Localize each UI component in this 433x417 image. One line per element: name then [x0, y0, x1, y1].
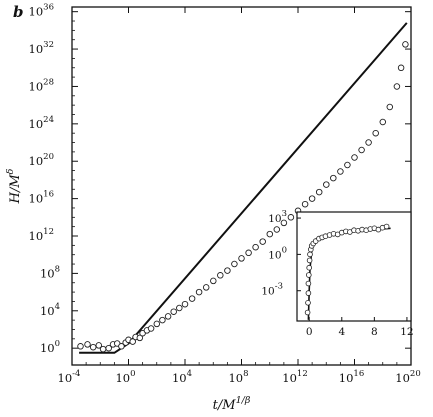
main-data-point [159, 316, 166, 324]
main-x-tick-label: 1012 [282, 369, 307, 385]
main-data-point [195, 288, 203, 296]
inset-points-group [304, 223, 390, 316]
main-data-point [118, 343, 125, 350]
main-y-tick-label: 100 [40, 339, 60, 355]
inset-x-tick-label: 8 [371, 326, 378, 338]
main-data-point [89, 343, 97, 351]
inset-data-point [304, 309, 311, 316]
main-data-point [202, 284, 210, 291]
main-data-point [259, 238, 266, 245]
main-data-point [224, 267, 231, 274]
main-data-point [379, 118, 387, 126]
main-data-point [330, 174, 337, 182]
main-data-point [402, 41, 409, 48]
main-data-point [358, 146, 365, 154]
main-data-point [344, 161, 351, 169]
inset-data-point [306, 257, 313, 264]
main-data-point [210, 277, 217, 285]
main-data-point [238, 255, 245, 262]
main-data-point [147, 325, 155, 332]
main-data-point [129, 338, 136, 345]
main-data-point [84, 341, 91, 348]
main-data-point [266, 230, 274, 238]
inset-y-ticks: 103 100 10-3 [261, 209, 301, 298]
main-data-point [217, 272, 224, 279]
main-data-point [273, 226, 281, 233]
inset-x-tick-label: 0 [306, 326, 313, 338]
main-x-tick-label: 1020 [395, 369, 420, 385]
main-data-point [231, 260, 238, 268]
main-y-tick-label: 108 [40, 264, 60, 280]
inset-data-point [306, 264, 313, 271]
main-data-point [105, 344, 112, 352]
inset-x-ticks: 0 4 8 12 [306, 317, 414, 338]
main-y-tick-label: 1012 [29, 227, 54, 243]
inset-data-point [305, 290, 312, 296]
main-y-tick-label: 1032 [29, 40, 54, 56]
inset-plot: 0 4 8 12 103 100 10-3 [261, 209, 413, 338]
panel-label: b [13, 3, 24, 21]
inset-x-tick-label: 4 [338, 326, 345, 338]
main-data-point [95, 342, 103, 349]
main-data-point [287, 214, 295, 221]
main-y-tick-label: 104 [40, 302, 60, 318]
inset-data-point [383, 223, 390, 230]
main-x-tick-label: 104 [172, 369, 192, 385]
main-data-point [245, 249, 252, 257]
main-data-point [337, 168, 344, 175]
main-data-point [181, 300, 189, 308]
main-data-point [393, 83, 401, 90]
main-data-point [372, 129, 379, 137]
main-data-point [315, 188, 323, 196]
main-x-tick-label: 108 [228, 369, 248, 385]
main-x-tick-label: 100 [115, 369, 135, 385]
main-data-point [280, 219, 288, 227]
inset-data-point [307, 251, 313, 258]
main-x-tick-label: 1016 [339, 369, 364, 385]
main-data-point [188, 295, 196, 302]
inset-data-point [305, 299, 311, 306]
inset-plot-frame [296, 211, 412, 322]
main-data-point [351, 154, 358, 161]
main-data-point [365, 139, 372, 146]
main-plot: 10-4 100 104 108 1012 1016 1020 10010410810121… [5, 3, 421, 413]
main-y-tick-label: 1020 [29, 152, 54, 168]
main-y-tick-label: 1028 [29, 77, 54, 93]
inset-y-tick-label: 10-3 [261, 282, 283, 298]
main-data-point [136, 334, 144, 342]
main-y-tick-label: 1024 [29, 115, 54, 131]
main-data-point [176, 304, 183, 312]
main-data-point [308, 195, 316, 202]
main-data-point [170, 308, 177, 315]
main-data-point [153, 320, 161, 328]
x-axis-label: t/M1/β [213, 395, 251, 413]
inset-y-tick-label: 103 [268, 209, 287, 225]
main-data-point [164, 313, 172, 320]
main-data-point [252, 243, 259, 251]
main-data-point [99, 345, 107, 353]
y-axis-label: H/Mδ [5, 168, 23, 204]
main-x-ticks: 10-4 100 104 108 1012 1016 1020 [58, 7, 421, 385]
inset-y-tick-label: 100 [268, 245, 287, 261]
main-data-point [77, 343, 84, 350]
main-data-point [397, 64, 405, 72]
main-data-point [301, 200, 309, 208]
inset-data-point [305, 272, 312, 278]
main-y-ticks: 100 104 108 1012 1016 1020 1024 1028 1032 1036 [29, 3, 411, 355]
main-y-tick-label: 1036 [29, 3, 54, 19]
inset-data-point [305, 280, 312, 287]
inset-x-tick-label: 12 [400, 326, 413, 338]
main-y-tick-label: 1016 [29, 190, 54, 206]
main-data-point [386, 103, 394, 111]
main-data-point [323, 181, 330, 188]
main-x-tick-label: 10-4 [58, 369, 81, 385]
